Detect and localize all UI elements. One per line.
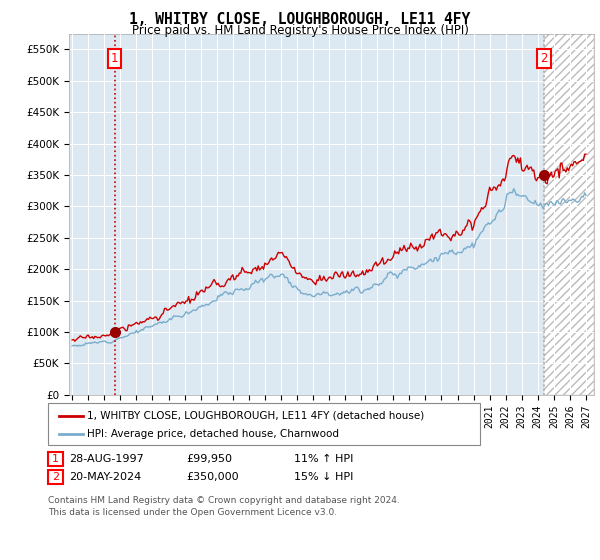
Bar [544,34,594,395]
Text: 20-MAY-2024: 20-MAY-2024 [70,472,142,482]
Text: £350,000: £350,000 [186,472,239,482]
Text: 1: 1 [111,53,119,66]
Text: Price paid vs. HM Land Registry's House Price Index (HPI): Price paid vs. HM Land Registry's House … [131,24,469,36]
Text: £99,950: £99,950 [186,454,232,464]
Text: Contains HM Land Registry data © Crown copyright and database right 2024.
This d: Contains HM Land Registry data © Crown c… [48,496,400,517]
Text: 1, WHITBY CLOSE, LOUGHBOROUGH, LE11 4FY: 1, WHITBY CLOSE, LOUGHBOROUGH, LE11 4FY [130,12,470,27]
Text: 2: 2 [540,53,548,66]
Text: 15% ↓ HPI: 15% ↓ HPI [294,472,353,482]
Text: 28-AUG-1997: 28-AUG-1997 [70,454,145,464]
Text: 1: 1 [52,454,59,464]
Text: HPI: Average price, detached house, Charnwood: HPI: Average price, detached house, Char… [87,429,339,439]
Text: 2: 2 [52,472,59,482]
Bar [544,34,594,395]
Text: 1, WHITBY CLOSE, LOUGHBOROUGH, LE11 4FY (detached house): 1, WHITBY CLOSE, LOUGHBOROUGH, LE11 4FY … [87,410,424,421]
Text: 11% ↑ HPI: 11% ↑ HPI [294,454,353,464]
